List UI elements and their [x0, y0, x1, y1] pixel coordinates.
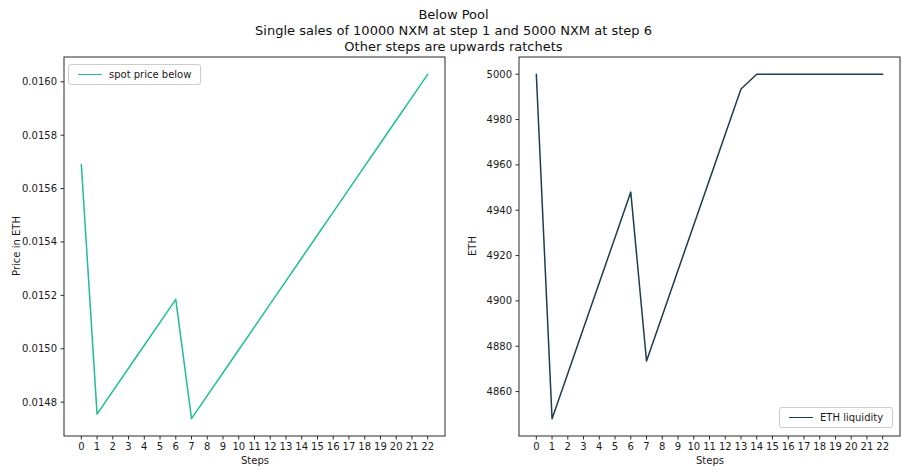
- y-tick-label: 4960: [487, 159, 512, 170]
- axes-frame: [519, 57, 900, 436]
- left-y-axis-label: Price in ETH: [11, 216, 22, 276]
- x-tick-label: 19: [829, 441, 842, 452]
- x-tick-label: 13: [735, 441, 748, 452]
- y-tick-label: 4920: [487, 250, 512, 261]
- x-tick-label: 14: [750, 441, 763, 452]
- x-tick-label: 20: [845, 441, 858, 452]
- y-tick-label: 5000: [487, 69, 512, 80]
- x-tick-label: 11: [703, 441, 716, 452]
- x-tick-label: 21: [861, 441, 874, 452]
- left-x-axis-label: Steps: [241, 455, 269, 466]
- x-tick-label: 18: [813, 441, 826, 452]
- legend-label-eth-liquidity: ETH liquidity: [820, 412, 883, 423]
- x-tick-label: 12: [719, 441, 732, 452]
- y-tick-label: 4880: [487, 341, 512, 352]
- x-tick-label: 10: [687, 441, 700, 452]
- legend-eth-liquidity: ETH liquidity: [779, 407, 893, 428]
- x-tick-label: 0: [533, 441, 539, 452]
- y-tick-label: 4940: [487, 205, 512, 216]
- x-tick-label: 17: [798, 441, 811, 452]
- x-tick-label: 9: [675, 441, 681, 452]
- x-tick-label: 3: [580, 441, 586, 452]
- figure: Below Pool Single sales of 10000 NXM at …: [0, 0, 907, 476]
- x-tick-label: 8: [659, 441, 665, 452]
- right-x-axis-label: Steps: [696, 455, 724, 466]
- x-tick-label: 1: [549, 441, 555, 452]
- x-tick-label: 6: [628, 441, 634, 452]
- legend-line-sample: [789, 417, 813, 418]
- y-tick-label: 4860: [487, 386, 512, 397]
- right-y-axis-label: ETH: [467, 236, 478, 256]
- x-tick-label: 5: [612, 441, 618, 452]
- y-tick-label: 4900: [487, 295, 512, 306]
- x-tick-label: 2: [565, 441, 571, 452]
- legend-spot-price: spot price below: [68, 64, 201, 85]
- x-tick-label: 16: [782, 441, 795, 452]
- x-tick-label: 7: [643, 441, 649, 452]
- x-tick-label: 15: [766, 441, 779, 452]
- y-tick-label: 4980: [487, 114, 512, 125]
- eth-liquidity-line: [536, 74, 882, 419]
- legend-label-spot-price: spot price below: [109, 69, 191, 80]
- x-tick-label: 4: [596, 441, 602, 452]
- x-tick-label: 22: [876, 441, 889, 452]
- legend-line-sample: [78, 74, 102, 75]
